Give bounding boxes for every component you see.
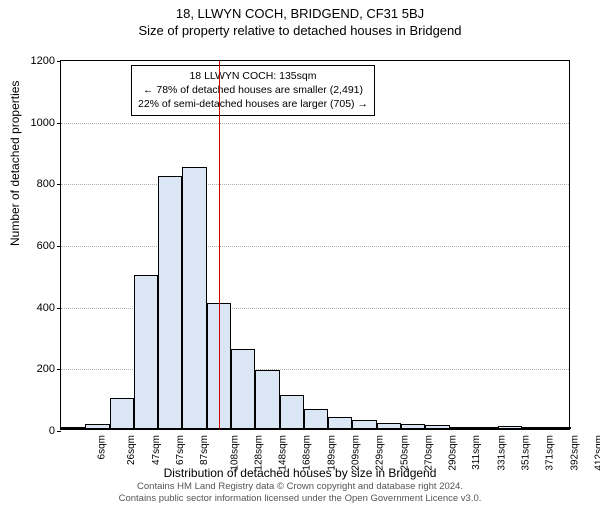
grid-line (61, 123, 569, 124)
marker-line (219, 61, 220, 429)
grid-line (61, 184, 569, 185)
attribution-line: Contains public sector information licen… (0, 493, 600, 504)
attribution-text: Contains HM Land Registry data © Crown c… (0, 481, 600, 504)
y-tick-label: 1000 (21, 117, 55, 129)
y-tick-label: 600 (21, 240, 55, 252)
histogram-bar (401, 424, 425, 429)
x-tick-label: 67sqm (175, 435, 186, 465)
y-tick-mark (57, 308, 61, 309)
x-tick-label: 270sqm (423, 435, 434, 471)
histogram-bar (377, 423, 401, 429)
attribution-line: Contains HM Land Registry data © Crown c… (0, 481, 600, 492)
histogram-bar (85, 424, 109, 429)
histogram-bar (498, 426, 522, 429)
histogram-bar (231, 349, 255, 429)
y-axis-label: Number of detached properties (8, 81, 22, 246)
y-tick-mark (57, 369, 61, 370)
y-tick-label: 0 (21, 425, 55, 437)
y-tick-mark (57, 431, 61, 432)
legend-line: 22% of semi-detached houses are larger (… (138, 97, 368, 111)
x-tick-label: 108sqm (229, 435, 240, 471)
histogram-bar (328, 417, 352, 429)
y-tick-mark (57, 61, 61, 62)
y-tick-label: 400 (21, 302, 55, 314)
histogram-chart: 18 LLWYN COCH: 135sqm ← 78% of detached … (60, 60, 570, 430)
page-subtitle: Size of property relative to detached ho… (0, 23, 600, 38)
x-tick-label: 311sqm (471, 435, 482, 470)
x-tick-label: 6sqm (97, 435, 108, 459)
x-tick-label: 26sqm (126, 435, 137, 465)
x-tick-label: 371sqm (545, 435, 556, 471)
y-tick-label: 200 (21, 363, 55, 375)
x-axis-label: Distribution of detached houses by size … (0, 466, 600, 480)
legend-line: 18 LLWYN COCH: 135sqm (138, 69, 368, 83)
x-tick-label: 87sqm (199, 435, 210, 465)
histogram-bar (61, 427, 85, 429)
chart-legend: 18 LLWYN COCH: 135sqm ← 78% of detached … (131, 65, 375, 116)
y-tick-mark (57, 184, 61, 185)
histogram-bar (450, 427, 474, 429)
x-tick-label: 189sqm (326, 435, 337, 471)
histogram-bar (280, 395, 304, 429)
histogram-bar (352, 420, 376, 429)
x-tick-label: 331sqm (496, 435, 507, 471)
histogram-bar (474, 427, 498, 429)
histogram-bar (304, 409, 328, 429)
histogram-bar (255, 370, 279, 429)
y-tick-mark (57, 123, 61, 124)
x-tick-label: 412sqm (593, 435, 600, 471)
x-tick-label: 250sqm (399, 435, 410, 471)
x-tick-label: 168sqm (302, 435, 313, 471)
grid-line (61, 246, 569, 247)
y-tick-label: 800 (21, 178, 55, 190)
histogram-bar (158, 176, 182, 429)
y-tick-label: 1200 (21, 55, 55, 67)
histogram-bar (134, 275, 158, 429)
x-tick-label: 209sqm (351, 435, 362, 471)
histogram-bar (110, 398, 134, 429)
histogram-bar (547, 427, 571, 429)
histogram-bar (182, 167, 206, 429)
page-title: 18, LLWYN COCH, BRIDGEND, CF31 5BJ (0, 6, 600, 21)
histogram-bar (425, 425, 449, 429)
x-tick-label: 128sqm (253, 435, 264, 471)
x-tick-label: 392sqm (569, 435, 580, 471)
histogram-bar (522, 427, 546, 429)
legend-line: ← 78% of detached houses are smaller (2,… (138, 83, 368, 97)
x-tick-label: 229sqm (375, 435, 386, 471)
x-tick-label: 351sqm (521, 435, 532, 471)
y-tick-mark (57, 246, 61, 247)
x-tick-label: 290sqm (448, 435, 459, 471)
x-tick-label: 148sqm (278, 435, 289, 471)
x-tick-label: 47sqm (151, 435, 162, 465)
